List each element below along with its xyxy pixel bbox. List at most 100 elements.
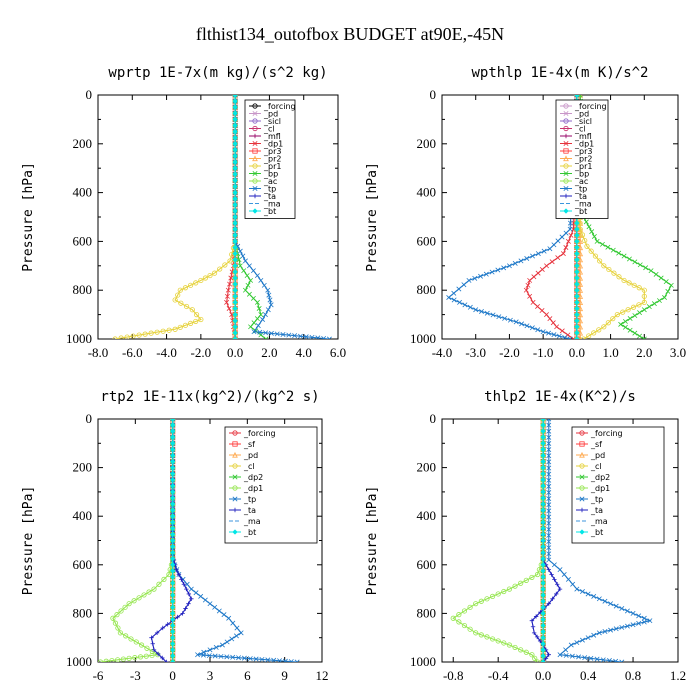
y-tick-label: 400 xyxy=(417,185,437,200)
data-point xyxy=(591,330,597,336)
data-point xyxy=(142,331,148,337)
legend-label: _ma xyxy=(574,200,592,209)
data-point xyxy=(261,282,267,288)
data-point xyxy=(170,419,176,422)
data-point xyxy=(265,287,271,293)
data-point xyxy=(237,248,243,254)
data-point xyxy=(198,277,204,284)
data-point xyxy=(606,658,612,662)
data-point xyxy=(540,653,546,659)
data-point xyxy=(539,308,545,314)
data-point xyxy=(550,320,556,326)
legend-label: _dp1 xyxy=(574,140,594,149)
data-point xyxy=(552,577,557,582)
data-point xyxy=(170,586,176,592)
data-point xyxy=(254,273,260,279)
data-point xyxy=(513,319,519,325)
x-tick-label: 1.0 xyxy=(602,345,618,360)
data-point xyxy=(238,630,244,636)
y-tick-label: 600 xyxy=(417,233,437,248)
data-point xyxy=(242,287,248,293)
data-point xyxy=(130,333,136,339)
data-point xyxy=(512,260,518,266)
data-point xyxy=(529,325,535,331)
data-point xyxy=(622,318,628,324)
data-point xyxy=(574,269,580,275)
x-tick-label: -2.0 xyxy=(499,345,520,360)
data-point xyxy=(232,293,238,299)
data-point xyxy=(556,333,562,339)
x-tick-label: 4.0 xyxy=(296,345,312,360)
data-point xyxy=(473,630,479,636)
data-point xyxy=(182,322,189,328)
legend-label: _sicl xyxy=(263,117,281,126)
x-tick-label: 0.8 xyxy=(625,668,641,683)
data-point xyxy=(232,153,238,159)
legend-label: _bt xyxy=(243,528,256,537)
data-point xyxy=(232,95,238,98)
data-point xyxy=(472,275,478,281)
data-point xyxy=(537,638,543,644)
series-line-ta xyxy=(531,419,561,662)
data-point xyxy=(597,258,603,264)
data-point xyxy=(588,248,594,254)
data-point xyxy=(608,601,614,607)
data-point xyxy=(546,652,551,657)
data-point xyxy=(586,333,592,339)
legend-label: _ta xyxy=(243,506,256,515)
data-point xyxy=(170,471,176,477)
legend-label: _cl xyxy=(263,125,275,134)
data-point xyxy=(177,287,183,293)
data-point xyxy=(232,189,238,196)
panel-title: wpthlp 1E-4x(m K)/s^2 xyxy=(471,65,648,81)
data-point xyxy=(641,299,647,305)
data-point xyxy=(530,253,536,259)
data-point xyxy=(118,608,124,614)
data-point xyxy=(170,489,176,495)
data-point xyxy=(225,287,231,293)
x-tick-label: 2.0 xyxy=(636,345,652,360)
data-point xyxy=(546,520,552,526)
legend-marker xyxy=(563,118,569,124)
data-point xyxy=(222,262,228,268)
y-tick-label: 1000 xyxy=(410,654,436,669)
data-point xyxy=(260,316,266,322)
data-point xyxy=(166,571,172,578)
data-point xyxy=(226,306,232,311)
legend-marker xyxy=(563,141,569,146)
data-point xyxy=(540,604,546,610)
y-tick-label: 600 xyxy=(73,557,93,572)
plot-area xyxy=(112,95,332,339)
data-point xyxy=(466,277,472,283)
data-point xyxy=(451,297,457,303)
data-point xyxy=(529,652,535,658)
data-point xyxy=(563,230,569,236)
data-point xyxy=(218,653,224,659)
x-tick-label: -1.0 xyxy=(533,345,554,360)
data-point xyxy=(594,656,600,662)
legend-box xyxy=(571,426,665,544)
data-point xyxy=(213,644,219,650)
data-point xyxy=(206,653,212,659)
x-tick-label: -0.8 xyxy=(443,668,464,683)
data-point xyxy=(232,116,238,123)
data-point xyxy=(170,610,176,617)
data-point xyxy=(232,287,238,293)
legend-label: _pr2 xyxy=(574,155,592,164)
y-tick-label: 1000 xyxy=(410,331,436,346)
data-point xyxy=(546,447,552,453)
data-point xyxy=(170,622,176,629)
data-point xyxy=(540,446,546,452)
data-point xyxy=(126,601,132,607)
data-point xyxy=(540,543,546,550)
legend-label: _pr2 xyxy=(263,155,281,164)
data-point xyxy=(531,274,537,280)
data-point xyxy=(614,311,620,318)
data-point xyxy=(563,652,569,658)
data-point xyxy=(574,281,580,287)
data-point xyxy=(632,313,638,319)
data-point xyxy=(631,282,637,288)
data-point xyxy=(170,580,176,586)
data-point xyxy=(559,328,565,334)
